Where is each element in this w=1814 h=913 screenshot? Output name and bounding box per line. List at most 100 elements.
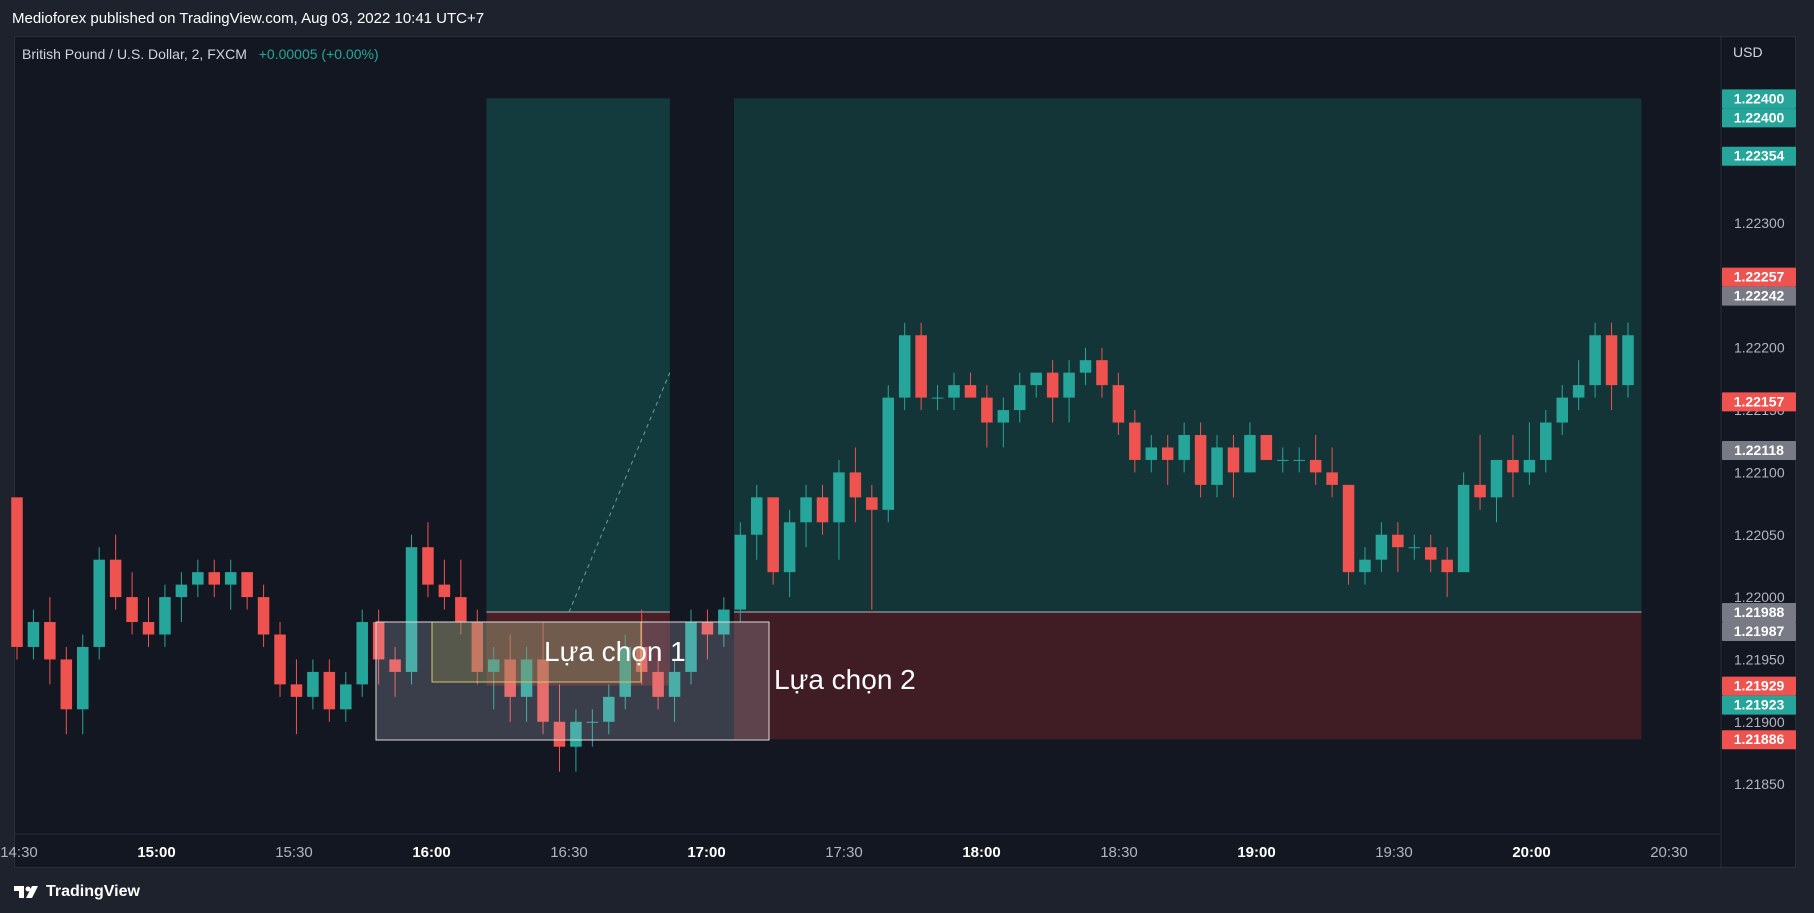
candle — [1441, 547, 1453, 598]
time-axis[interactable]: 14:30 15:00 15:30 16:00 16:30 17:00 17:30 18:00… — [0, 833, 1720, 861]
candle — [915, 322, 927, 411]
price-tick-label: 1.22050 — [1734, 527, 1785, 543]
price-label: 1.22118 — [1722, 440, 1796, 460]
time-tick-label: 20:30 — [1650, 844, 1688, 861]
candle-body — [701, 622, 714, 635]
price-tick-label: 1.22100 — [1734, 464, 1785, 480]
candle — [1540, 410, 1552, 473]
candle — [93, 547, 105, 660]
symbol-title: British Pound / U.S. Dollar, 2, FXCM — [22, 46, 247, 62]
candle — [964, 372, 977, 398]
candle — [389, 646, 401, 697]
candle — [981, 385, 993, 448]
candles — [11, 322, 1634, 772]
position-path — [568, 372, 671, 613]
candle — [1523, 422, 1536, 485]
candle-body — [340, 684, 352, 710]
currency-label[interactable]: USD — [1733, 44, 1763, 60]
candle-body — [356, 622, 368, 685]
candle — [142, 597, 155, 647]
candle — [340, 671, 352, 722]
price-label: 1.21929 — [1722, 676, 1796, 696]
candle — [290, 659, 303, 735]
candle — [1392, 522, 1404, 573]
price-label: 1.22242 — [1722, 286, 1796, 306]
loss-zone-2[interactable] — [734, 612, 1642, 740]
candle-body — [685, 622, 697, 672]
candle-body — [866, 497, 878, 510]
candle — [1129, 410, 1141, 473]
position-overlays: Lựa chọn 1 Lựa chọn 2 — [375, 621, 916, 741]
candle — [274, 622, 286, 697]
candle — [1622, 322, 1634, 398]
candle — [783, 509, 796, 598]
candle-body — [1589, 335, 1601, 386]
candle-body — [816, 497, 829, 523]
price-tick-label: 1.22000 — [1734, 589, 1785, 605]
price-tick-label: 1.21850 — [1734, 776, 1785, 792]
price-label-text: 1.22242 — [1734, 288, 1785, 304]
candle — [537, 622, 549, 735]
time-tick-label: 15:30 — [275, 844, 313, 861]
candle-body — [372, 622, 385, 660]
option2-box[interactable] — [375, 621, 770, 741]
candle — [1474, 435, 1486, 510]
symbol-change: +0.00005 (+0.00%) — [258, 46, 379, 62]
candle — [882, 385, 895, 523]
candle — [77, 634, 89, 735]
candle — [603, 684, 615, 735]
candle-body — [175, 584, 188, 598]
candle — [159, 584, 171, 647]
candle — [866, 484, 878, 610]
candle-body — [1309, 459, 1322, 473]
option1-box[interactable] — [431, 621, 642, 683]
candle-body — [833, 472, 845, 523]
candle — [1375, 522, 1388, 573]
candle-body — [1474, 484, 1486, 498]
candle-body — [1392, 534, 1404, 548]
publisher-bar: Medioforex published on TradingView.com,… — [0, 0, 1814, 34]
candle — [1063, 360, 1075, 423]
candle — [1112, 372, 1125, 435]
candle-body — [1161, 447, 1174, 460]
price-label-text: 1.22400 — [1734, 109, 1785, 125]
symbol-legend[interactable]: British Pound / U.S. Dollar, 2, FXCM +0.… — [22, 46, 379, 62]
candle-body — [159, 597, 171, 635]
candle — [652, 646, 664, 710]
profit-zone-2[interactable] — [734, 98, 1642, 613]
price-label-bg — [1722, 108, 1796, 128]
candle-body — [849, 472, 862, 498]
candle — [767, 497, 779, 585]
candle-body — [668, 671, 681, 697]
price-tick-label: 1.22300 — [1734, 215, 1785, 231]
position-zones — [486, 98, 1642, 740]
candle — [1030, 372, 1042, 398]
price-label-bg — [1722, 603, 1796, 623]
candle-body — [1457, 484, 1470, 573]
tradingview-logo[interactable]: TradingView — [12, 881, 140, 903]
time-tick-label: 16:00 — [412, 844, 450, 861]
candle-body — [1211, 447, 1223, 485]
tradingview-brand: TradingView — [46, 883, 140, 900]
candle-body — [1441, 559, 1453, 573]
candle — [208, 559, 221, 598]
candle-body — [1572, 385, 1585, 398]
candle — [241, 572, 253, 610]
candle — [1178, 422, 1190, 473]
candle — [1244, 422, 1256, 473]
candle-body — [800, 497, 812, 523]
candle — [1490, 459, 1503, 523]
candle-body — [652, 671, 664, 697]
candle-body — [1408, 547, 1421, 549]
candle — [1424, 534, 1437, 573]
candle-body — [405, 547, 418, 672]
profit-zone-1[interactable] — [486, 98, 670, 613]
price-label: 1.22400 — [1722, 89, 1796, 109]
candle — [504, 634, 516, 722]
candle — [1589, 322, 1601, 398]
candle — [520, 646, 533, 722]
candle-body — [1424, 547, 1437, 560]
candle — [668, 659, 681, 722]
time-tick-label: 20:00 — [1512, 844, 1550, 861]
